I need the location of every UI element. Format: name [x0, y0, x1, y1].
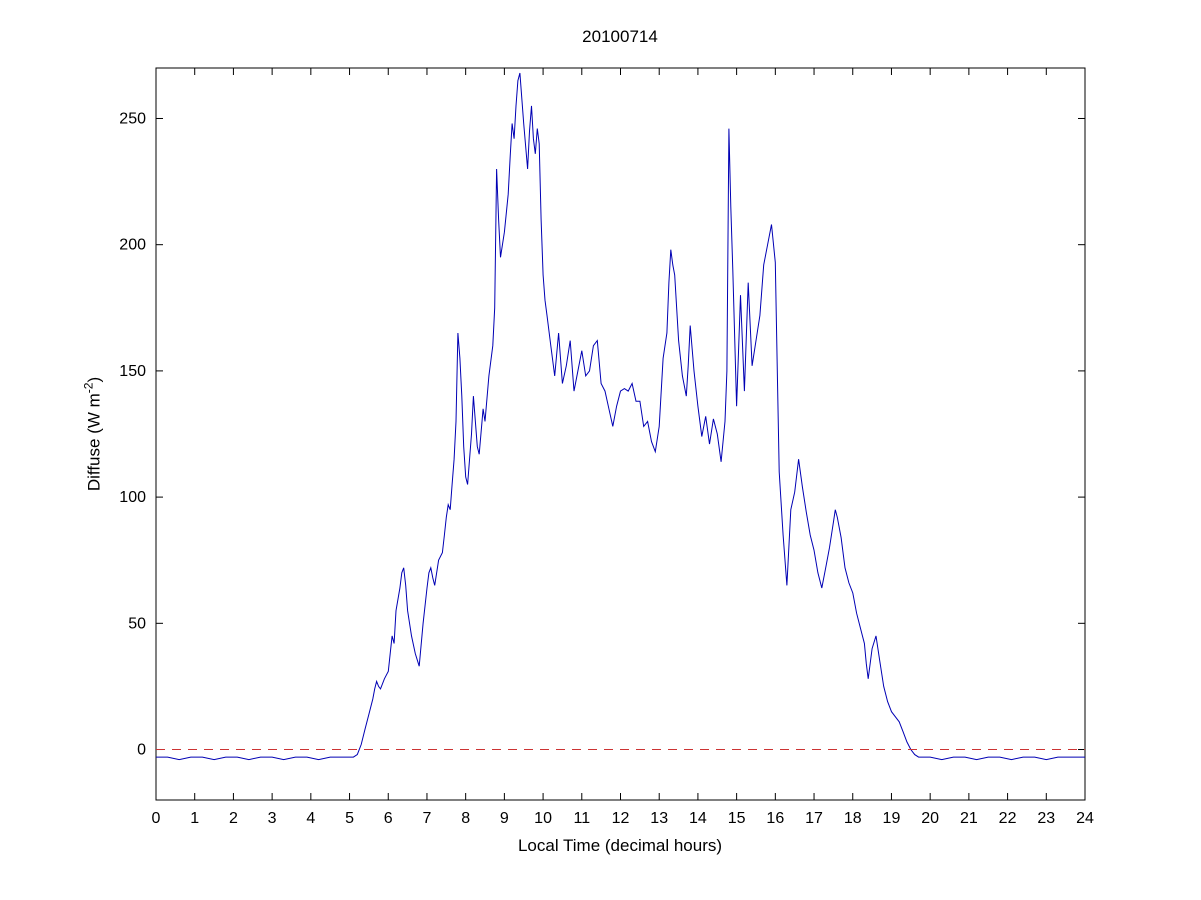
- x-tick-label: 10: [534, 810, 552, 827]
- y-tick-label: 0: [137, 742, 146, 759]
- x-tick-label: 0: [152, 810, 161, 827]
- y-tick-label: 200: [119, 237, 146, 254]
- y-axis-label-text: Diffuse (W m: [84, 393, 104, 492]
- x-tick-label: 4: [306, 810, 315, 827]
- x-tick-label: 13: [650, 810, 668, 827]
- y-tick-label: 250: [119, 110, 146, 127]
- x-tick-label: 3: [268, 810, 277, 827]
- x-tick-label: 5: [345, 810, 354, 827]
- x-tick-label: 24: [1076, 810, 1094, 827]
- x-tick-label: 17: [805, 810, 823, 827]
- x-tick-label: 12: [612, 810, 630, 827]
- y-ticks: 0 50 100 150 200 250: [119, 110, 1085, 759]
- y-axis-label-close: ): [84, 376, 104, 383]
- x-tick-label: 15: [728, 810, 746, 827]
- x-tick-label: 8: [461, 810, 470, 827]
- y-tick-label: 150: [119, 363, 146, 380]
- x-ticks: 0 1 2 3 4 5 6 7 8 9 10 11 12 13 14 15 16 17 18 19 20 21 22 23 24: [152, 68, 1094, 827]
- x-tick-label: 23: [1037, 810, 1055, 827]
- x-tick-label: 2: [229, 810, 238, 827]
- x-tick-label: 22: [999, 810, 1017, 827]
- x-tick-label: 19: [883, 810, 901, 827]
- plot-box: [155, 67, 1086, 801]
- x-tick-label: 16: [766, 810, 784, 827]
- y-axis-label-superscript: -2: [81, 382, 96, 394]
- x-tick-label: 9: [500, 810, 509, 827]
- x-tick-label: 14: [689, 810, 707, 827]
- y-tick-label: 50: [128, 615, 146, 632]
- chart-title: 20100714: [582, 27, 658, 46]
- x-tick-label: 7: [423, 810, 432, 827]
- y-tick-label: 100: [119, 489, 146, 506]
- x-tick-label: 21: [960, 810, 978, 827]
- y-axis-label: Diffuse (W m-2): [82, 377, 105, 491]
- x-axis-label: Local Time (decimal hours): [517, 836, 723, 855]
- x-tick-label: 6: [384, 810, 393, 827]
- x-tick-label: 20: [921, 810, 939, 827]
- x-tick-label: 1: [190, 810, 199, 827]
- x-tick-label: 18: [844, 810, 862, 827]
- x-tick-label: 11: [573, 810, 590, 827]
- diffuse-line: [156, 72, 1085, 761]
